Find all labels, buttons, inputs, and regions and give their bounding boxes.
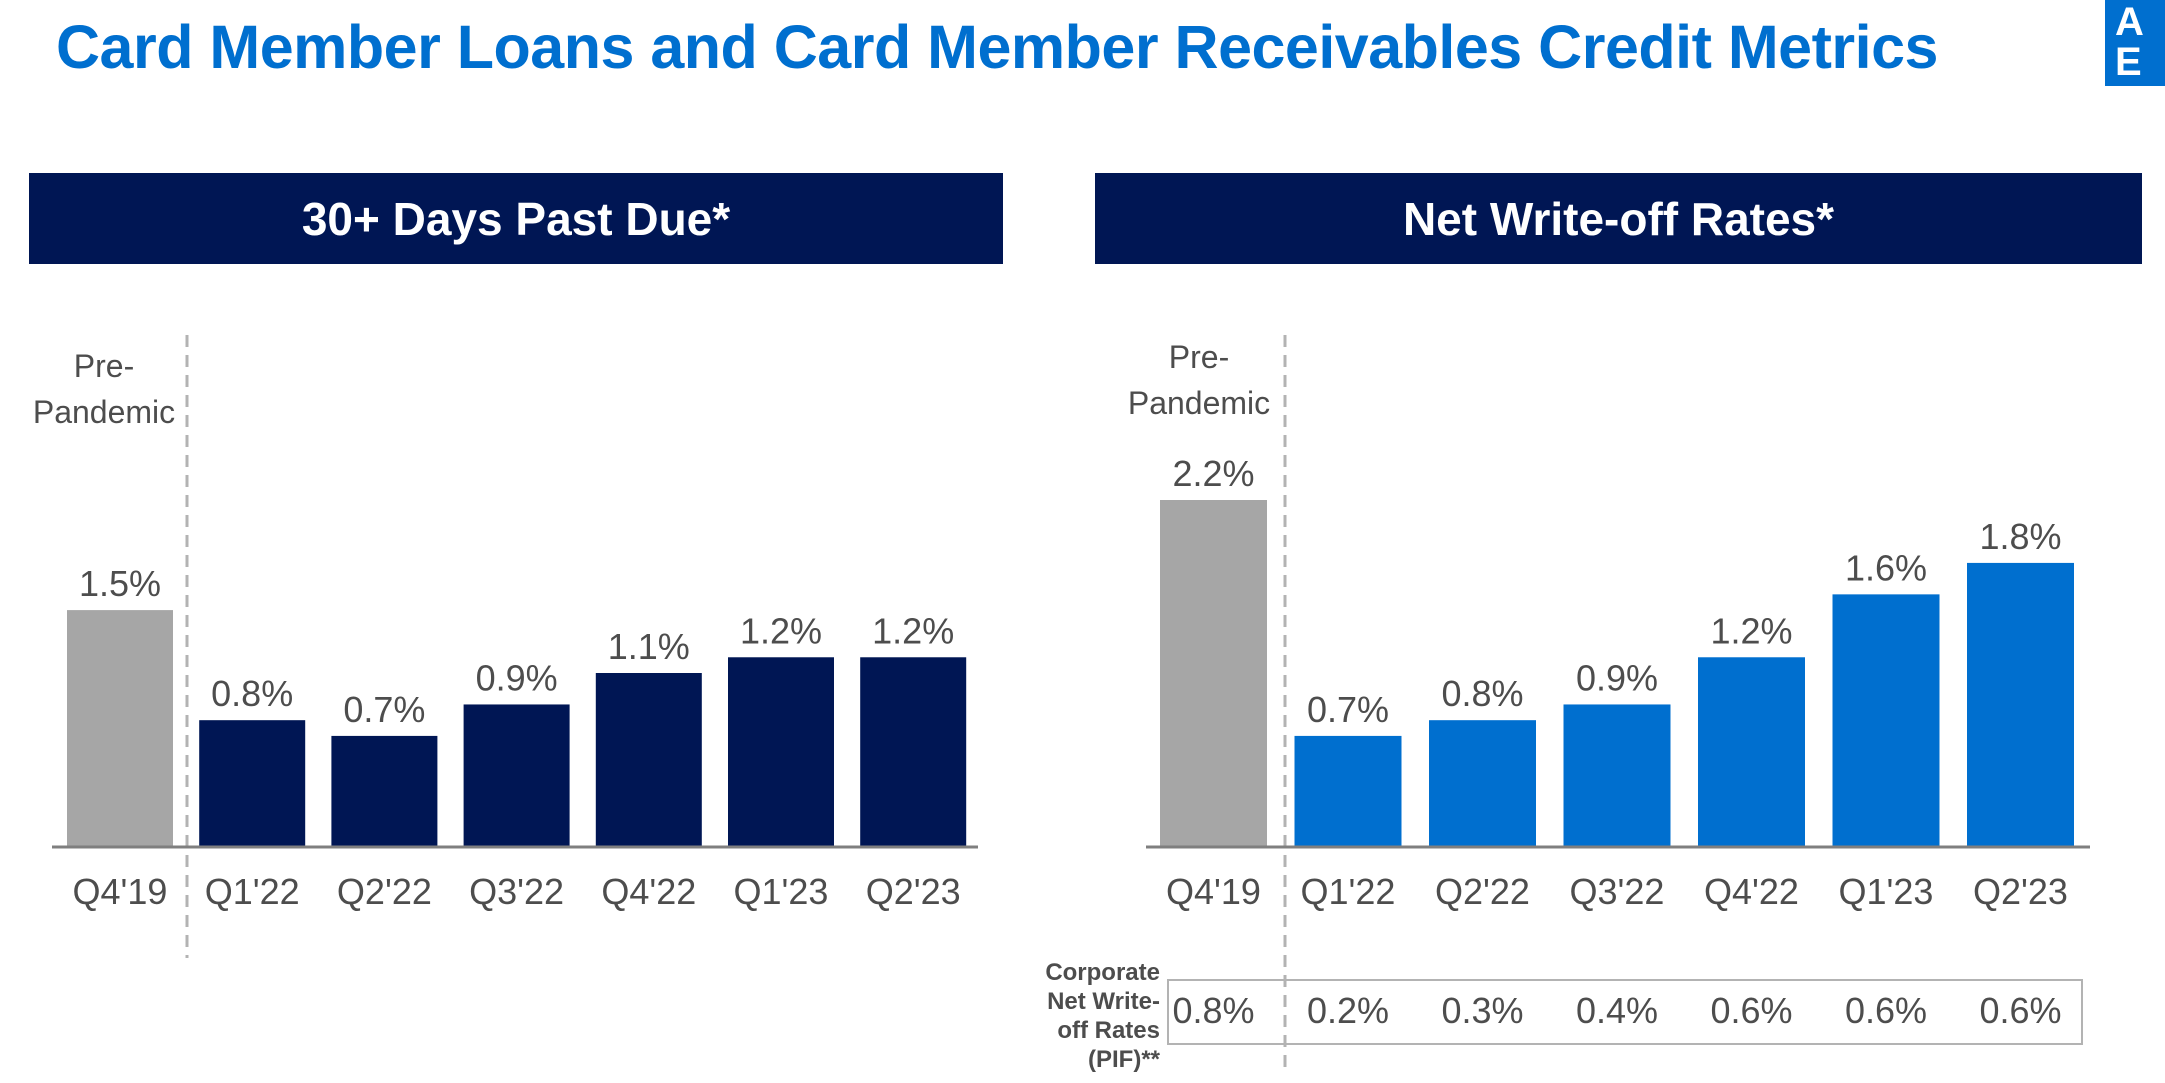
- past-due-value-label-5: 1.2%: [740, 610, 822, 651]
- past-due-value-label-6: 1.2%: [872, 610, 954, 651]
- past-due-value-label-0: 1.5%: [79, 563, 161, 604]
- nwo-bar-6: [1967, 562, 2074, 846]
- nwo-value-label-2: 0.8%: [1441, 673, 1523, 714]
- past-due-chart: 1.5% Q4'19 0.8% Q1'22 0.7% Q2'22 0.9% Q3'22 1.1%…: [52, 563, 978, 912]
- past-due-value-label-1: 0.8%: [211, 673, 293, 714]
- past-due-value-label-3: 0.9%: [476, 657, 558, 698]
- past-due-bar-2: [331, 735, 438, 846]
- logo-letter-a: A: [2115, 0, 2144, 44]
- right-panel-header: Net Write-off Rates*: [1095, 173, 2142, 264]
- past-due-category-label-6: Q2'23: [866, 871, 961, 912]
- past-due-bar-0: [67, 610, 173, 846]
- nwo-value-label-3: 0.9%: [1576, 657, 1658, 698]
- nwo-value-label-6: 1.8%: [1979, 516, 2061, 557]
- past-due-bar-4: [595, 673, 702, 846]
- past-due-category-label-2: Q2'22: [337, 871, 432, 912]
- nwo-value-label-4: 1.2%: [1710, 610, 1792, 651]
- nwo-category-label-0: Q4'19: [1166, 871, 1261, 912]
- nwo-value-label-5: 1.6%: [1845, 547, 1927, 588]
- corporate-label: Corporate Net Write-off Rates (PIF)**: [1045, 959, 1160, 1073]
- nwo-value-label-1: 0.7%: [1307, 689, 1389, 730]
- nwo-bar-2: [1429, 720, 1536, 846]
- nwo-category-label-4: Q4'22: [1704, 871, 1799, 912]
- corporate-value-4: 0.6%: [1710, 990, 1793, 1031]
- left-panel-header: 30+ Days Past Due*: [29, 173, 1003, 264]
- past-due-category-label-0: Q4'19: [73, 871, 168, 912]
- nwo-bar-5: [1832, 594, 1940, 846]
- past-due-category-label-3: Q3'22: [469, 871, 564, 912]
- corporate-values-box: [1167, 979, 2083, 1045]
- left-pre-pandemic-label: Pre- Pandemic: [32, 348, 176, 430]
- past-due-category-label-1: Q1'22: [205, 871, 300, 912]
- nwo-category-label-5: Q1'23: [1839, 871, 1934, 912]
- corporate-value-6: 0.6%: [1979, 990, 2062, 1031]
- brand-logo: A E: [2105, 0, 2165, 86]
- nwo-bar-4: [1698, 657, 1805, 846]
- page-title: Card Member Loans and Card Member Receiv…: [56, 13, 1938, 81]
- corporate-value-0: 0.8%: [1172, 990, 1255, 1031]
- past-due-value-label-2: 0.7%: [343, 689, 425, 730]
- nwo-category-label-3: Q3'22: [1570, 871, 1665, 912]
- nwo-bar-3: [1563, 704, 1671, 846]
- past-due-bar-1: [199, 720, 306, 846]
- past-due-bar-6: [860, 657, 967, 846]
- past-due-value-label-4: 1.1%: [608, 626, 690, 667]
- past-due-category-label-5: Q1'23: [734, 871, 829, 912]
- nwo-category-label-2: Q2'22: [1435, 871, 1530, 912]
- nwo-bar-0: [1160, 500, 1267, 846]
- corporate-value-3: 0.4%: [1575, 990, 1659, 1031]
- past-due-bar-5: [728, 657, 834, 846]
- nwo-category-label-1: Q1'22: [1301, 871, 1396, 912]
- corporate-value-2: 0.3%: [1441, 990, 1524, 1031]
- nwo-category-label-6: Q2'23: [1973, 871, 2068, 912]
- nwo-value-label-0: 2.2%: [1172, 453, 1254, 494]
- nwo-bar-1: [1294, 735, 1402, 846]
- past-due-bar-3: [463, 704, 570, 846]
- corporate-value-1: 0.2%: [1306, 990, 1390, 1031]
- corporate-value-5: 0.6%: [1844, 990, 1928, 1031]
- past-due-category-label-4: Q4'22: [601, 871, 696, 912]
- net-write-off-chart: 2.2% Q4'19 0.7% Q1'22 0.8% Q2'22 0.9% Q3'22 1.2%…: [1146, 453, 2090, 912]
- right-pre-pandemic-label: Pre- Pandemic: [1127, 339, 1271, 421]
- logo-letter-e: E: [2115, 40, 2142, 84]
